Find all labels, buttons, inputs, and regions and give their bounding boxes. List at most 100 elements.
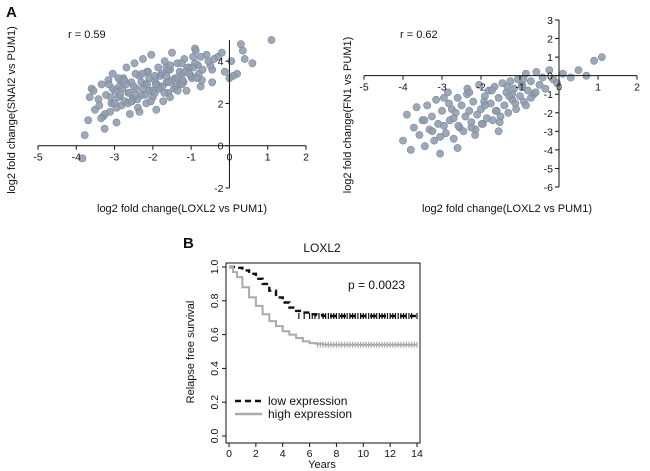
scatter-fn1-x-tick-label: 0	[556, 82, 562, 94]
scatter-snai2-x-tick-label: 0	[227, 152, 233, 164]
scatter-snai2-point	[151, 80, 160, 89]
km-curve-low	[229, 265, 417, 318]
scatter-fn1-point	[494, 127, 503, 136]
scatter-fn1-point	[541, 84, 550, 93]
scatter-snai2-point	[95, 101, 104, 110]
scatter-snai2-point	[162, 72, 171, 80]
km-x-tick-label: 0	[226, 448, 232, 460]
km-x-tick-label: 4	[280, 448, 286, 460]
km-censor-marks	[298, 313, 418, 348]
scatter-fn1-point	[500, 101, 509, 110]
scatter-fn1-x-tick-label: -2	[476, 82, 485, 94]
scatter-snai2-point	[236, 40, 245, 49]
scatter-fn1-y-tick-label: -5	[544, 163, 553, 175]
scatter-fn1-point	[535, 81, 544, 89]
scatter-snai2-point	[104, 80, 113, 89]
scatter-fn1-point	[559, 69, 567, 78]
scatter-snai2-point	[108, 69, 117, 78]
scatter-fn1-x-label: log2 fold change(LOXL2 vs PUM1)	[422, 203, 592, 215]
km-y-ticks: 0.0 0.2 0.4 0.6 0.8 1.0	[209, 260, 226, 443]
scatter-fn1-point	[522, 101, 530, 110]
scatter-snai2-point	[208, 78, 217, 87]
scatter-snai2-point	[192, 74, 201, 82]
scatter-snai2-point	[116, 91, 125, 99]
scatter-snai2-point	[238, 46, 247, 55]
scatter-snai2-point	[210, 55, 218, 63]
scatter-snai2-correlation: r = 0.59	[68, 29, 106, 41]
scatter-snai2-point	[125, 89, 134, 97]
scatter-fn1-y-tick-label: -3	[544, 126, 553, 138]
scatter-snai2-point	[130, 59, 139, 68]
scatter-snai2-x-tick-label: -4	[72, 152, 81, 164]
scatter-fn1-point	[598, 53, 606, 61]
scatter-fn1-point	[454, 121, 463, 130]
scatter-snai2-x-ticks: -5 -4 -3 -2 -1 0 1 2	[33, 145, 309, 164]
scatter-fn1-x-tick-label: -1	[515, 82, 524, 94]
scatter-snai2-point	[127, 97, 136, 106]
scatter-fn1-point	[469, 97, 478, 106]
scatter-snai2-point	[100, 124, 109, 133]
scatter-snai2-point	[154, 63, 163, 72]
scatter-fn1-x-tick-label: 1	[595, 82, 601, 94]
scatter-fn1-point	[420, 116, 429, 125]
scatter-snai2-y-ticks: -2 0 2 4	[214, 56, 230, 195]
scatter-fn1-point	[399, 136, 407, 145]
scatter-snai2-point	[97, 80, 106, 89]
scatter-snai2-point	[112, 118, 121, 127]
scatter-fn1-point	[488, 116, 497, 125]
scatter-fn1-y-label: log2 fold change(FN1 vs PUM1)	[342, 37, 354, 194]
km-x-tick-label: 14	[411, 448, 423, 460]
scatter-fn1-point	[445, 99, 453, 108]
scatter-snai2-point	[267, 36, 276, 44]
scatter-snai2-point	[78, 154, 87, 163]
scatter-snai2-point	[97, 114, 106, 123]
scatter-fn1-point	[443, 88, 452, 97]
scatter-snai2-point	[122, 63, 131, 72]
scatter-snai2-point	[182, 86, 191, 95]
km-x-tick-label: 6	[307, 448, 313, 460]
scatter-fn1-point	[495, 118, 504, 126]
scatter-fn1-x-tick-label: -5	[359, 82, 368, 94]
scatter-fn1-point	[473, 110, 481, 119]
scatter-fn1-point	[516, 92, 524, 100]
scatter-fn1-point	[531, 88, 540, 97]
scatter-snai2-point	[166, 93, 174, 101]
scatter-snai2-y-label: log2 fold change(SNAI2 vs PUM1)	[6, 26, 18, 194]
scatter-fn1-point	[503, 82, 512, 91]
scatter-fn1-point	[504, 108, 513, 117]
scatter-snai2-x-tick-label: -2	[148, 152, 157, 164]
scatter-fn1-point	[428, 127, 437, 136]
panel-b-label: B	[183, 235, 194, 252]
scatter-fn1-y-tick-label: -1	[544, 89, 553, 101]
scatter-snai2-point	[240, 55, 249, 63]
km-y-tick-label: 0.8	[209, 293, 221, 308]
km-curve-high	[229, 266, 417, 346]
scatter-snai2-point	[178, 76, 187, 85]
scatter-snai2-point	[139, 84, 148, 93]
scatter-fn1-point	[465, 88, 474, 97]
scatter-snai2-point	[129, 82, 138, 91]
km-y-tick-label: 0.6	[209, 327, 221, 342]
panel-a-label: A	[6, 4, 17, 21]
scatter-fn1-point	[465, 107, 474, 115]
scatter-fn1-point	[574, 66, 583, 74]
scatter-fn1-point	[566, 73, 575, 82]
scatter-snai2-point	[89, 86, 98, 95]
legend-high-label: high expression	[268, 407, 352, 421]
scatter-snai2-point	[196, 82, 205, 91]
scatter-snai2-y-tick-label: 2	[218, 98, 224, 110]
scatter-snai2-x-tick-label: -1	[186, 152, 195, 164]
scatter-snai2-point	[217, 48, 226, 57]
scatter-snai2-point	[106, 93, 115, 101]
scatter-snai2-point	[196, 53, 205, 61]
km-x-tick-label: 12	[384, 448, 396, 460]
scatter-snai2-x-tick-label: -3	[110, 152, 119, 164]
scatter-fn1-point	[538, 73, 547, 82]
scatter-fn1-point	[545, 66, 554, 74]
scatter-fn1-y-tick-label: 3	[547, 15, 553, 27]
scatter-fn1-point	[590, 56, 598, 65]
scatter-fn1-point	[527, 94, 535, 102]
km-x-tick-label: 10	[357, 448, 369, 460]
scatter-snai2-point	[120, 76, 128, 85]
scatter-fn1-point	[494, 94, 503, 102]
